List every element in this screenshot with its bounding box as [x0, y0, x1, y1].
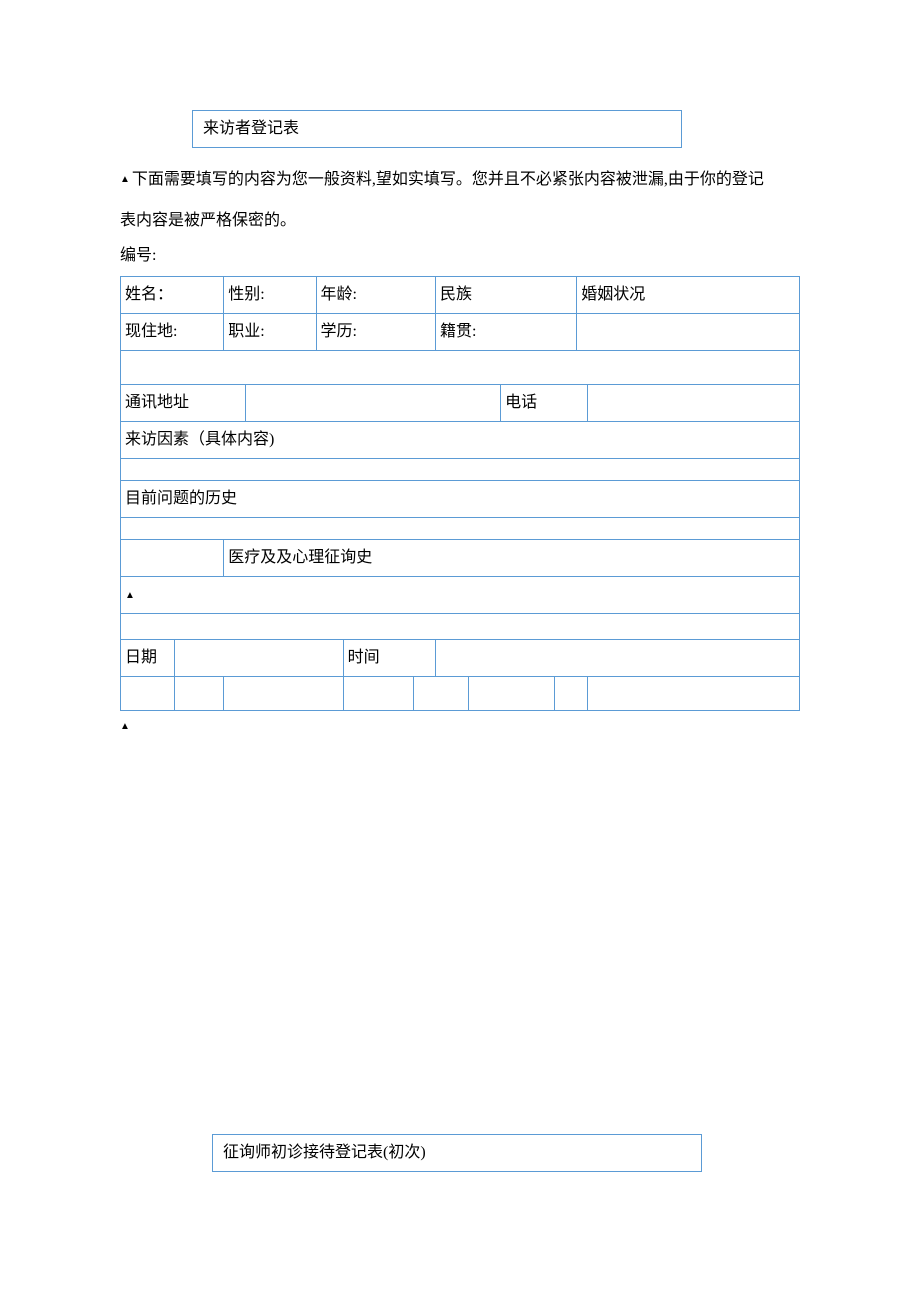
- empty-cell[interactable]: [121, 677, 175, 711]
- table-row: [121, 614, 800, 640]
- form2-title: 征询师初诊接待登记表(初次): [223, 1144, 426, 1161]
- table-row: 现住地: 职业: 学历: 籍贯:: [121, 314, 800, 351]
- occupation-label: 职业:: [224, 314, 316, 351]
- table-row: 日期 时间: [121, 640, 800, 677]
- history-field[interactable]: [121, 518, 800, 540]
- empty-cell[interactable]: [588, 677, 800, 711]
- marital-label: 婚姻状况: [577, 277, 800, 314]
- empty-cell[interactable]: [175, 677, 224, 711]
- empty-cell[interactable]: [343, 677, 414, 711]
- reason-field[interactable]: [121, 459, 800, 481]
- phone-field[interactable]: [588, 385, 800, 422]
- form2-title-box: 征询师初诊接待登记表(初次): [212, 1134, 702, 1172]
- age-label: 年龄:: [316, 277, 435, 314]
- bullet-icon: ▲: [120, 174, 130, 185]
- gender-label: 性别:: [224, 277, 316, 314]
- empty-cell[interactable]: [224, 677, 343, 711]
- table-row: ▲: [121, 577, 800, 614]
- time-label: 时间: [343, 640, 435, 677]
- table-row: [121, 351, 800, 385]
- table-row: 姓名： 性别: 年龄: 民族 婚姻状况: [121, 277, 800, 314]
- intro-text-2: 表内容是被严格保密的。: [120, 212, 296, 229]
- form-title-box: 来访者登记表: [192, 110, 682, 148]
- intro-text-1: 下面需要填写的内容为您一般资料,望如实填写。您并且不必紧张内容被泄漏,由于你的登…: [132, 171, 764, 188]
- bullet-standalone: ▲: [120, 719, 800, 734]
- form-title: 来访者登记表: [203, 120, 299, 137]
- time-field[interactable]: [436, 640, 800, 677]
- table-row: [121, 459, 800, 481]
- empty-cell[interactable]: [121, 351, 800, 385]
- table-row: 通讯地址 电话: [121, 385, 800, 422]
- empty-cell[interactable]: [121, 614, 800, 640]
- date-label: 日期: [121, 640, 175, 677]
- reason-label: 来访因素（具体内容): [121, 422, 800, 459]
- education-label: 学历:: [316, 314, 435, 351]
- empty-cell[interactable]: [468, 677, 555, 711]
- phone-label: 电话: [501, 385, 588, 422]
- address-field[interactable]: [245, 385, 500, 422]
- empty-cell[interactable]: [577, 314, 800, 351]
- table-row: [121, 677, 800, 711]
- serial-number-label: 编号:: [120, 244, 800, 268]
- medical-field[interactable]: ▲: [121, 577, 800, 614]
- medical-label: 医疗及及心理征询史: [224, 540, 800, 577]
- registration-table: 姓名： 性别: 年龄: 民族 婚姻状况 现住地: 职业: 学历: 籍贯: 通讯地…: [120, 276, 800, 711]
- intro-paragraph-2: 表内容是被严格保密的。: [120, 203, 800, 238]
- address-label: 通讯地址: [121, 385, 246, 422]
- table-row: 来访因素（具体内容): [121, 422, 800, 459]
- ethnicity-label: 民族: [436, 277, 577, 314]
- bullet-icon: ▲: [125, 590, 135, 601]
- hometown-label: 籍贯:: [436, 314, 577, 351]
- empty-cell[interactable]: [121, 540, 224, 577]
- table-row: 医疗及及心理征询史: [121, 540, 800, 577]
- empty-cell[interactable]: [555, 677, 588, 711]
- table-row: [121, 518, 800, 540]
- residence-label: 现住地:: [121, 314, 224, 351]
- date-field[interactable]: [175, 640, 343, 677]
- table-row: 目前问题的历史: [121, 481, 800, 518]
- intro-paragraph: ▲下面需要填写的内容为您一般资料,望如实填写。您并且不必紧张内容被泄漏,由于你的…: [120, 162, 800, 197]
- empty-cell[interactable]: [414, 677, 468, 711]
- history-label: 目前问题的历史: [121, 481, 800, 518]
- name-label: 姓名：: [121, 277, 224, 314]
